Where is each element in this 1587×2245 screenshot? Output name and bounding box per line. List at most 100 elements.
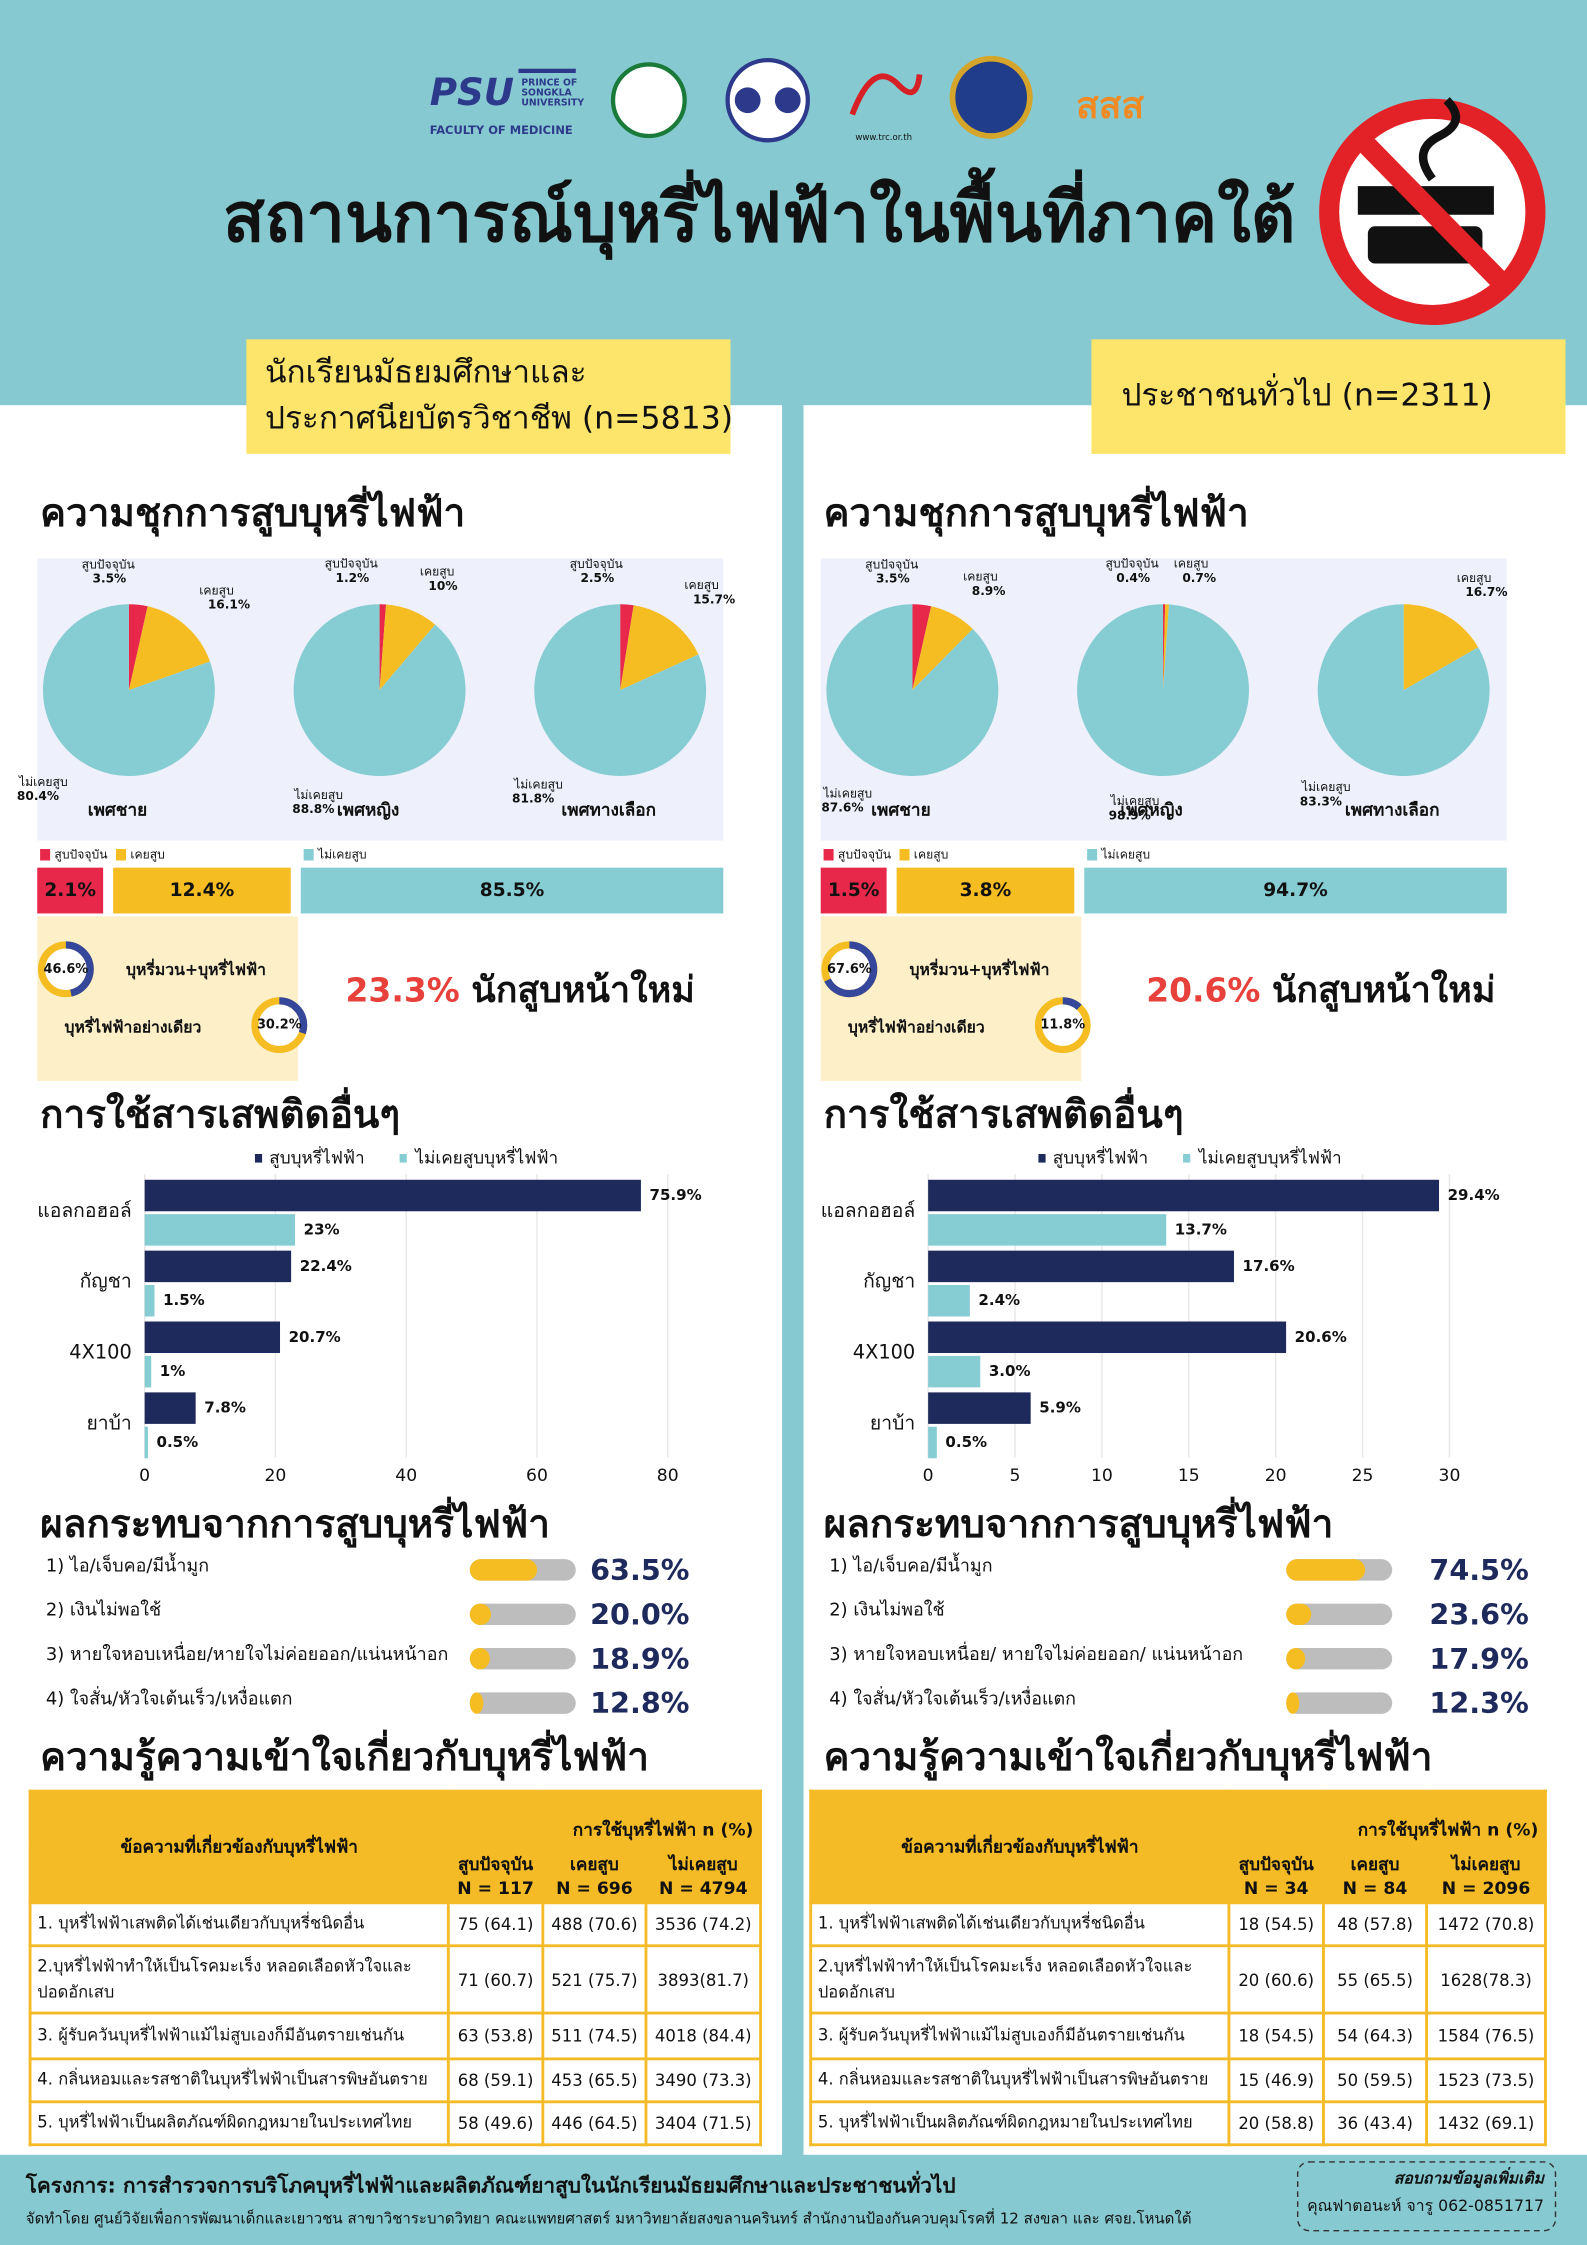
logo-children (725, 57, 810, 143)
bar (928, 1250, 1234, 1283)
pie-name: เพศชาย (88, 800, 147, 820)
column-header-text: ไม่เคยสูบ (668, 1853, 738, 1874)
bar (144, 1179, 641, 1212)
row-header: ข้อความที่เกี่ยวข้องกับบุหรี่ไฟฟ้า (28, 1789, 450, 1905)
overall-segment (820, 867, 887, 914)
column-header-text: เคยสูบ (569, 1853, 619, 1874)
table-statement: 1. บุหรี่ไฟฟ้าเสพติดได้เช่นเดียวกับบุหรี… (28, 1901, 450, 1948)
effect-label: 1) ไอ/เจ็บคอ/มีน้ำมูก (829, 1552, 992, 1576)
column-header: ไม่เคยสูบ N = 4794 (644, 1844, 763, 1905)
table-value: 1523 (73.5) (1425, 2057, 1547, 2104)
table-value: 511 (74.5) (541, 2011, 648, 2061)
bar-value-label: 22.4% (300, 1257, 352, 1275)
pie-slice (128, 604, 148, 691)
legend-label: สูบบุหรี่ไฟฟ้า (269, 1145, 364, 1168)
table-value: 1472 (70.8) (1425, 1901, 1547, 1948)
pie-slice (620, 605, 699, 691)
donut-label: บุหรี่มวน+บุหรี่ไฟฟ้า (126, 958, 266, 980)
table-value: 521 (75.7) (541, 1944, 648, 2015)
contact-person: คุณฟาตอนะห์ จารู 062-0851717 (1307, 2196, 1544, 2216)
donut-label: บุหรี่ไฟฟ้าอย่างเดียว (848, 1016, 985, 1038)
column-header-text: N = 84 (1342, 1877, 1408, 1898)
table-value: 63 (53.8) (446, 2011, 545, 2061)
pie-slice-label: สูบปัจจุบัน (865, 557, 918, 572)
logo-bar (518, 68, 576, 74)
legend-label: ไม่เคยสูบ (1100, 847, 1150, 862)
effect-value-label: 20.0% (590, 1597, 689, 1631)
pie-slice-label: เคยสูบ (420, 565, 455, 580)
table-value: 48 (57.8) (1322, 1901, 1429, 1948)
donut-label: บุหรี่ไฟฟ้าอย่างเดียว (64, 1016, 201, 1038)
progress-fill (469, 1692, 484, 1714)
x-tick-label: 40 (395, 1466, 417, 1486)
pie-value-label: 3.5% (876, 572, 910, 586)
legend-swatch (116, 849, 127, 861)
donut-box (37, 916, 298, 1081)
pie-name: เพศชาย (871, 800, 930, 820)
progress-fill (1286, 1692, 1300, 1714)
progress-track (469, 1692, 576, 1714)
table-row: 2.บุหรี่ไฟฟ้าทำให้เป็นโรคมะเร็ง หลอดเลือ… (28, 1944, 763, 2015)
pie-value-label: 81.8% (512, 792, 554, 806)
pie-slice (379, 604, 387, 691)
bar (928, 1426, 937, 1459)
pie-slice-label: สูบปัจจุบัน (82, 557, 135, 572)
section-title: ผลกระทบจากการสูบบุหรี่ไฟฟ้า (40, 1496, 550, 1548)
section-title: การใช้สารเสพติดอื่นๆ (824, 1086, 1184, 1137)
bar-value-label: 20.6% (1295, 1328, 1347, 1346)
table-value: 1628(78.3) (1425, 1944, 1547, 2015)
table-value: 20 (58.8) (1227, 2100, 1325, 2147)
table-value: 3404 (71.5) (644, 2100, 763, 2147)
group-box (246, 339, 731, 454)
row-header: ข้อความที่เกี่ยวข้องกับบุหรี่ไฟฟ้า (809, 1789, 1231, 1905)
group-box (1091, 339, 1566, 454)
category-label: กัญชา (80, 1270, 132, 1293)
table-row: 4. กลิ่นหอมและรสชาติในบุหรี่ไฟฟ้าเป็นสาร… (28, 2057, 763, 2104)
table-row: 3. ผู้รับควันบุหรี่ไฟฟ้าแม้ไม่สูบเองก็มี… (809, 2011, 1547, 2061)
pie-value-label: 88.8% (292, 802, 334, 816)
effect-label: 4) ใจสั่น/หัวใจเต้นเร็ว/เหงื่อแตก (46, 1686, 293, 1710)
pie-slice-label: ไม่เคยสูบ (822, 786, 872, 801)
pie-slice (1163, 604, 1169, 691)
pie-slice-label: สูบปัจจุบัน (1106, 557, 1159, 572)
new-smokers-value: 20.6% (1146, 971, 1260, 1010)
logo-psu: PSU (430, 70, 514, 114)
table-value: 3893(81.7) (644, 1944, 763, 2015)
legend-label: สูบปัจจุบัน (838, 847, 891, 862)
overall-value-label: 85.5% (480, 880, 545, 901)
overall-value-label: 3.8% (960, 880, 1012, 901)
table-statement: 5. บุหรี่ไฟฟ้าเป็นผลิตภัณฑ์ผิดกฎหมายในปร… (809, 2100, 1231, 2147)
table-value: 1432 (69.1) (1425, 2100, 1547, 2147)
legend-swatch (399, 1153, 407, 1163)
table-row: 5. บุหรี่ไฟฟ้าเป็นผลิตภัณฑ์ผิดกฎหมายในปร… (28, 2100, 763, 2147)
bar-value-label: 7.8% (204, 1399, 246, 1417)
legend-label: ไม่เคยสูบบุหรี่ไฟฟ้า (413, 1145, 558, 1168)
bar-value-label: 13.7% (1175, 1220, 1227, 1238)
legend-swatch (254, 1153, 263, 1163)
legend-label: ไม่เคยสูบ (317, 847, 367, 862)
main-title: สถานการณ์บุหรี่ไฟฟ้าในพื้นที่ภาคใต้ (223, 166, 1296, 260)
logo-figure (774, 87, 801, 114)
pie-slice (293, 604, 466, 777)
header-row: ข้อความที่เกี่ยวข้องกับบุหรี่ไฟฟ้า การใช้… (28, 1789, 763, 1905)
pie-slice (620, 604, 634, 691)
table-value: 15 (46.9) (1227, 2057, 1325, 2104)
pie-value-label: 83.3% (1300, 794, 1342, 808)
donut-box (820, 916, 1082, 1081)
table-value: 18 (54.5) (1227, 2011, 1325, 2061)
column-header: ไม่เคยสูบ N = 2096 (1425, 1844, 1547, 1905)
overall-segment (896, 867, 1075, 914)
table-row: 2.บุหรี่ไฟฟ้าทำให้เป็นโรคมะเร็ง หลอดเลือ… (809, 1944, 1547, 2015)
pie-slice-label: เคยสูบ (1457, 571, 1492, 586)
bar (928, 1214, 1167, 1246)
effect-value-label: 23.6% (1429, 1597, 1528, 1631)
pie-slice (1077, 604, 1249, 777)
pie-slice-label: ไม่เคยสูบ (293, 788, 343, 803)
x-tick-label: 15 (1178, 1466, 1200, 1486)
effect-value-label: 12.8% (590, 1686, 689, 1720)
pie-value-label: 98.9% (1109, 809, 1151, 823)
donut-label: บุหรี่มวน+บุหรี่ไฟฟ้า (910, 958, 1050, 980)
header-row: สูบปัจจุบัน N = 34 เคยสูบ N = 84 ไม่เคยสูบ N … (811, 1844, 1547, 1905)
table-row: 4. กลิ่นหอมและรสชาติในบุหรี่ไฟฟ้าเป็นสาร… (809, 2057, 1547, 2104)
